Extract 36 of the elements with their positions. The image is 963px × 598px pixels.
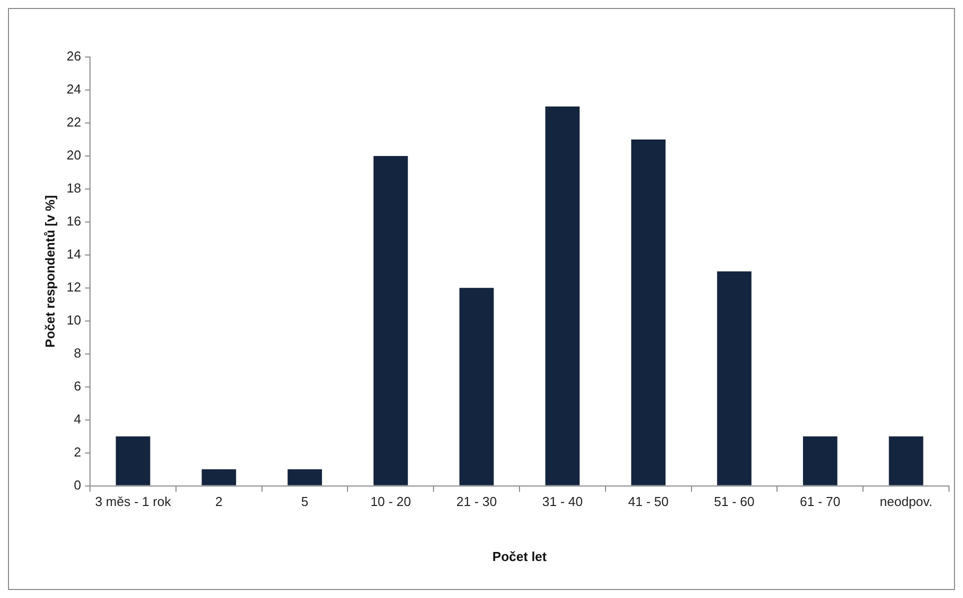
- bar: [631, 139, 666, 486]
- y-tick-label: 16: [66, 214, 82, 228]
- y-tick-label: 14: [66, 246, 82, 262]
- y-tick-label: 24: [66, 82, 82, 97]
- y-tick-label: 10: [66, 312, 82, 328]
- bar: [116, 436, 150, 486]
- bar: [459, 288, 494, 486]
- x-tick-label: 3 měs - 1 rok: [95, 494, 172, 510]
- bar: [374, 156, 408, 486]
- bar: [717, 271, 752, 486]
- y-tick-label: 8: [74, 345, 82, 360]
- y-tick-label: 20: [66, 148, 82, 163]
- x-tick-label: 10 - 20: [370, 494, 411, 510]
- x-tick-label: neodpov.: [880, 494, 932, 510]
- y-tick-label: 26: [66, 48, 82, 64]
- x-tick-label: 61 - 70: [800, 494, 840, 510]
- y-tick-label: 6: [74, 378, 82, 394]
- x-tick-label: 31 - 40: [542, 494, 583, 510]
- bar: [202, 469, 236, 486]
- y-tick-label: 4: [74, 411, 82, 426]
- x-axis-title: Počet let: [492, 548, 548, 564]
- y-tick-label: 22: [66, 114, 82, 130]
- y-tick-label: 0: [74, 477, 82, 492]
- bar: [545, 106, 580, 486]
- y-tick-label: 18: [66, 180, 82, 196]
- x-tick-label: 21 - 30: [456, 494, 497, 510]
- y-tick-label: 12: [66, 279, 82, 294]
- x-tick-label: 41 - 50: [628, 494, 669, 510]
- bar: [802, 436, 838, 486]
- y-axis-title: Počet respondentů [v %]: [42, 195, 58, 348]
- y-tick-label: 2: [74, 444, 82, 460]
- bar: [288, 469, 322, 486]
- x-tick-label: 51 - 60: [714, 494, 755, 510]
- x-tick-label: 5: [301, 494, 308, 510]
- bar: [888, 436, 924, 486]
- x-tick-label: 2: [215, 494, 223, 510]
